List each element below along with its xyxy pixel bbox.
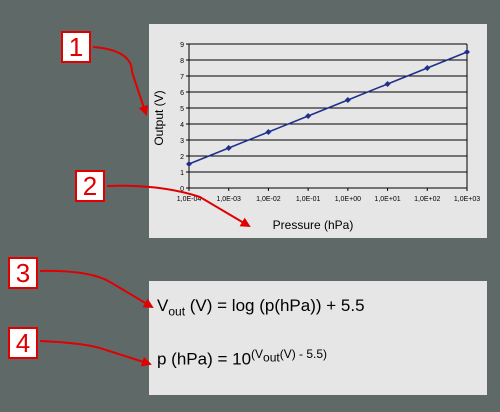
x-tick-label: 1,0E+02 [414,196,440,203]
x-tick-label: 1,0E+00 [335,196,361,203]
callout-4-arrow [39,340,152,367]
callout-4: 4 [8,327,38,359]
data-point [424,65,431,71]
y-tick-label: 9 [180,42,184,49]
y-tick-label: 2 [180,154,184,161]
callout-2: 2 [75,170,105,202]
x-tick-label: 1,0E-02 [256,196,281,203]
data-point [305,113,312,119]
output-voltage-formula: Vout (V) = log (p(hPa)) + 5.5 [157,296,365,319]
callout-1: 1 [61,31,91,63]
callout-1-arrow [92,46,149,116]
x-tick-label: 1,0E-04 [177,196,202,203]
chart-panel: 0 1 2 3 4 5 6 7 8 9 1,0E-04 1,0E-03 1,0E-02 1,0E-01 1,… [149,24,487,238]
y-tick-label: 6 [180,90,184,97]
y-axis-label: Output (V) [152,90,166,145]
x-tick-label: 1,0E+01 [374,196,400,203]
x-axis-label: Pressure (hPa) [273,218,354,232]
data-point [225,145,232,151]
callout-3-arrow [39,269,154,309]
data-point [384,81,391,87]
data-point [186,161,192,167]
pressure-output-chart: 0 1 2 3 4 5 6 7 8 9 1,0E-04 1,0E-03 1,0E-02 1,0E-01 1,… [152,42,480,232]
x-tick-label: 1,0E+03 [454,196,480,203]
x-tick-label: 1,0E-01 [296,196,321,203]
y-tick-label: 0 [180,186,184,193]
y-tick-label: 8 [180,58,184,65]
y-tick-label: 7 [180,74,184,81]
x-tick-label: 1,0E-03 [216,196,241,203]
series-line [188,51,468,165]
y-tick-label: 4 [180,122,184,129]
formula-panel: Vout (V) = log (p(hPa)) + 5.5 p (hPa) = … [149,281,487,395]
y-tick-label: 5 [180,106,184,113]
y-tick-label: 1 [180,170,184,177]
data-point [344,97,351,103]
pressure-formula: p (hPa) = 10(Vout(V) - 5.5) [157,347,328,369]
callout-3: 3 [8,257,38,289]
data-point [464,49,470,55]
data-point [265,129,272,135]
y-tick-label: 3 [180,138,184,145]
